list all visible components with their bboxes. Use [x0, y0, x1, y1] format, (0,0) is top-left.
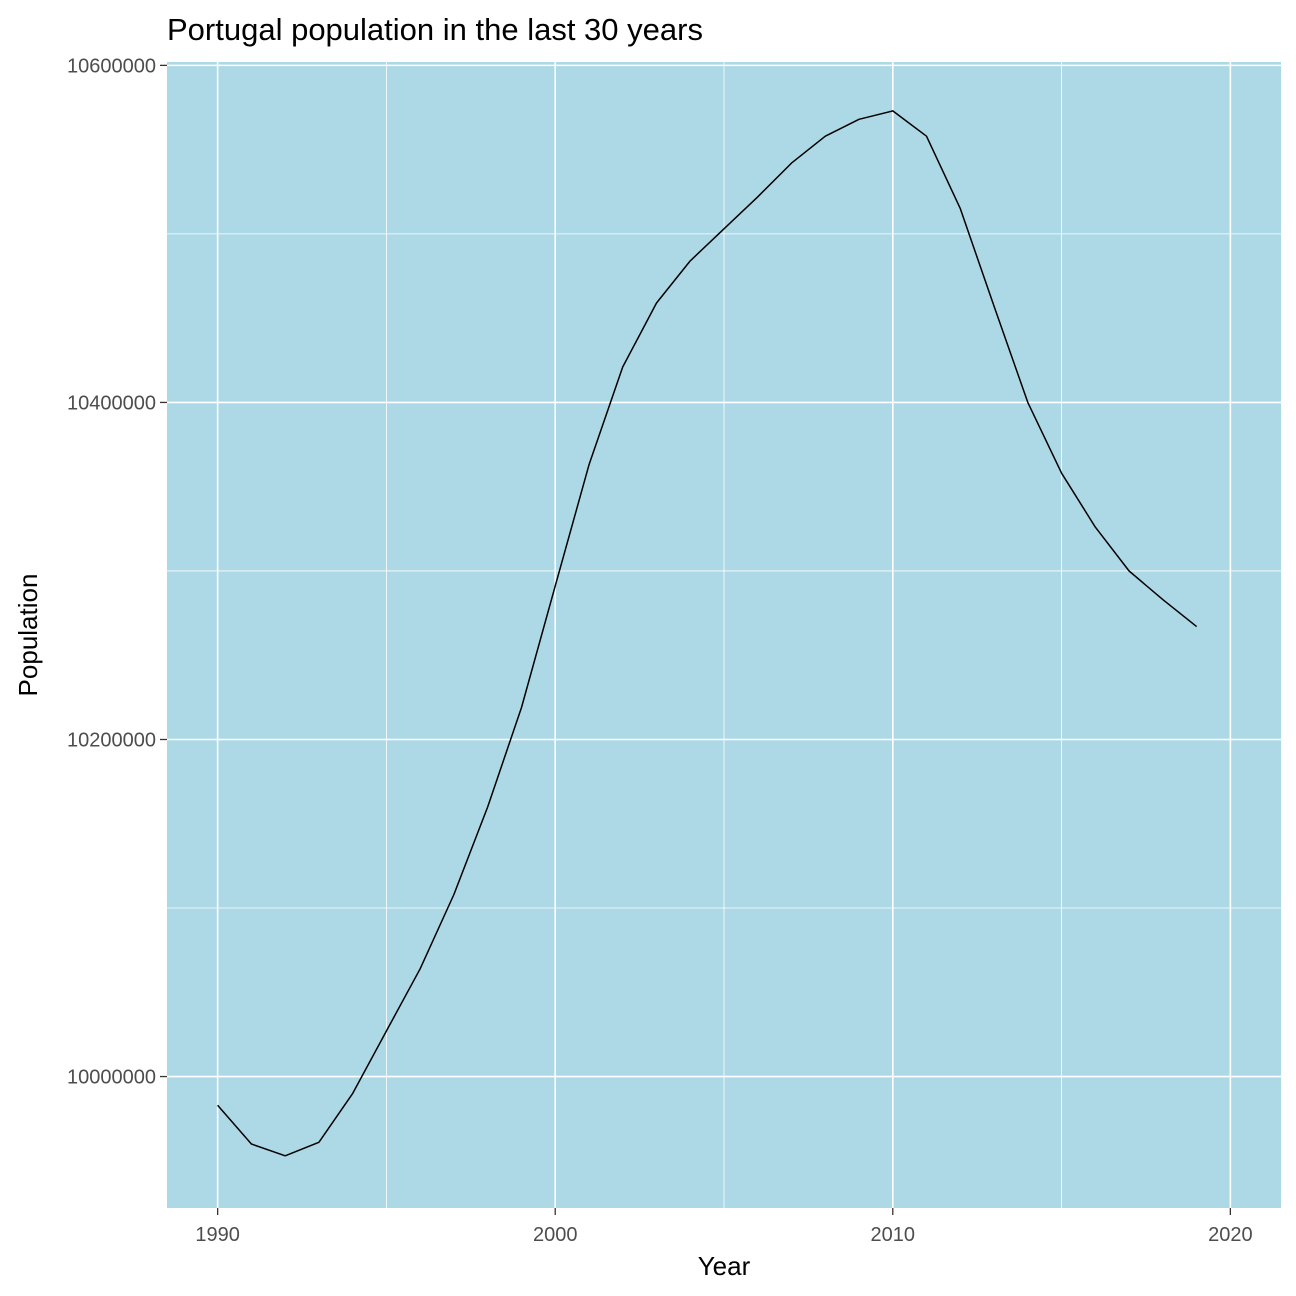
- chart-title: Portugal population in the last 30 years: [167, 12, 703, 47]
- population-line: [217, 110, 1198, 1157]
- x-tick-label: 2000: [533, 1224, 578, 1246]
- y-tick-label: 10200000: [67, 729, 156, 751]
- x-tick-label: 2010: [871, 1224, 916, 1246]
- y-axis-ticks: 10000000 10200000 10400000 10600000: [67, 55, 167, 1089]
- x-tick-label: 1990: [195, 1224, 240, 1246]
- x-axis-ticks: 1990 2000 2010 2020: [195, 1208, 1253, 1246]
- y-tick-label: 10400000: [67, 392, 156, 414]
- y-tick-label: 10600000: [67, 55, 156, 77]
- y-axis-title: Population: [13, 574, 43, 697]
- x-tick-label: 2020: [1208, 1224, 1253, 1246]
- y-tick-label: 10000000: [67, 1067, 156, 1089]
- x-axis-title: Year: [698, 1251, 751, 1281]
- minor-gridlines: [167, 62, 1281, 1208]
- major-gridlines: [167, 62, 1281, 1208]
